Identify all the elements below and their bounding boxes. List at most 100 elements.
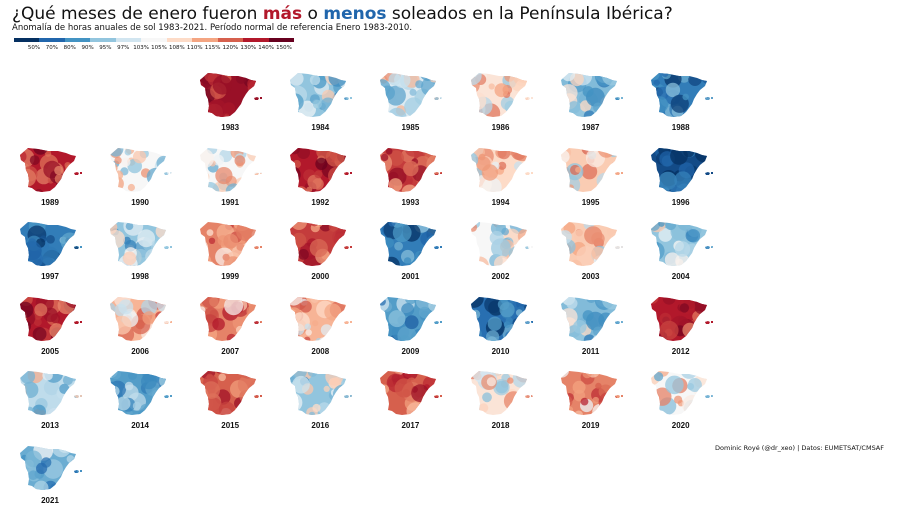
map-panel: 1993 [374,143,446,215]
legend-swatch [90,38,116,42]
map-year-label: 1999 [221,272,240,281]
map-year-label: 2021 [41,495,59,505]
iberia-map [380,147,443,192]
title-suffix: soleados en la Península Ibérica? [386,4,673,24]
map-panel: 1992 [284,143,356,215]
map-panel: 2017 [374,366,446,438]
map-year-label: 1995 [581,197,600,207]
map-year-label: 2000 [311,272,330,281]
iberia-map [20,147,82,192]
title-word-mas: más [262,4,303,24]
iberia-map [380,371,443,415]
map-panel: 1994 [465,143,537,215]
map-panel: 2001 [374,217,446,289]
iberia-map [380,222,443,266]
page-title: ¿Qué meses de enero fueron más o menos s… [12,4,673,24]
map-year-label: 2016 [311,421,330,430]
iberia-map [380,73,443,117]
iberia-map [20,371,82,415]
iberia-map [650,371,713,415]
iberia-map [20,296,82,341]
iberia-map [650,222,713,266]
iberia-map [470,73,533,117]
map-year-label: 2009 [401,346,420,356]
legend-label: 140% [258,45,275,51]
map-year-label: 2019 [581,421,600,430]
map-year-label: 1998 [131,272,149,281]
map-year-label: 2008 [311,346,330,356]
map-panel: 2019 [555,366,627,438]
legend-label: 50% [27,45,41,51]
iberia-map [290,73,353,117]
map-panel: 1996 [645,143,717,215]
map-panel: 1984 [284,68,356,140]
legend-swatch [268,38,294,42]
map-panel: 2014 [104,366,176,438]
map-year-label: 2017 [401,421,420,430]
map-panel: 2003 [555,217,627,289]
iberia-map [110,147,173,192]
iberia-map [470,296,533,341]
iberia-map [380,296,443,341]
map-panel: 2015 [194,366,266,438]
map-panel: 2005 [14,292,86,364]
map-year-label: 1987 [581,123,600,132]
legend-swatch [192,38,218,42]
iberia-map [200,147,263,192]
map-panel: 2011 [555,292,627,364]
map-year-label: 2001 [401,272,420,281]
map-year-label: 2014 [131,421,149,430]
map-year-label: 2011 [581,346,600,356]
iberia-map [290,147,353,192]
map-year-label: 2020 [671,421,690,430]
map-year-label: 2015 [221,421,240,430]
map-year-label: 2002 [491,272,510,281]
iberia-map [560,296,623,341]
map-panel: 2009 [374,292,446,364]
legend-swatch [14,38,40,42]
legend-label: 70% [45,45,58,51]
map-panel: 1983 [194,68,266,140]
iberia-map [560,73,623,117]
legend-swatch [39,38,65,42]
legend-label: 130% [240,45,257,51]
iberia-map [290,296,353,341]
map-year-label: 2005 [41,346,59,356]
map-year-label: 1997 [41,272,59,281]
legend-swatch [217,38,244,42]
iberia-map [110,371,173,415]
map-panel: 1997 [14,217,86,289]
legend-swatch [141,38,167,42]
map-panel: 2006 [104,292,176,364]
map-year-label: 1985 [401,123,420,132]
map-year-label: 1983 [221,123,240,132]
iberia-map [560,222,623,266]
legend-swatch [166,38,193,42]
map-panel: 1986 [465,68,537,140]
map-panel: 2002 [465,217,537,289]
iberia-map [470,147,533,192]
map-panel: 2000 [284,217,356,289]
iberia-map [560,147,623,192]
map-panel: 1995 [555,143,627,215]
map-year-label: 1986 [491,123,510,132]
map-year-label: 1988 [671,123,690,132]
title-prefix: ¿Qué meses de enero fueron [12,4,263,24]
legend-label: 95% [99,45,112,51]
map-year-label: 1992 [311,197,330,207]
legend-swatch [64,38,91,42]
map-panel: 2012 [645,292,717,364]
iberia-map [20,445,82,490]
map-year-label: 1991 [221,197,240,207]
map-panel: 1985 [374,68,446,140]
map-panel: 2013 [14,366,86,438]
map-year-label: 2004 [671,272,690,281]
iberia-map [200,296,263,341]
map-panel: 2008 [284,292,356,364]
map-panel: 2010 [465,292,537,364]
map-year-label: 2010 [491,346,510,356]
iberia-map [110,222,173,266]
legend-color-bar [14,38,294,42]
iberia-map [290,371,353,415]
iberia-map [650,147,713,192]
